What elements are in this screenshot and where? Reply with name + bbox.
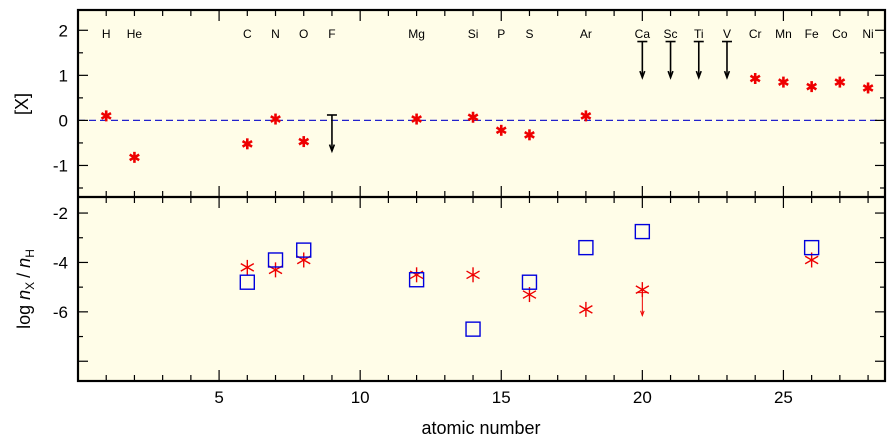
red-asterisk-point xyxy=(579,301,593,317)
abundance-point xyxy=(495,124,507,136)
plot-frame xyxy=(76,8,887,383)
top-panel-background xyxy=(78,10,885,197)
blue-square-point xyxy=(803,239,820,256)
upper-limit-arrow xyxy=(326,114,337,154)
top-y-tick-label: 0 xyxy=(59,111,68,130)
abundance-point xyxy=(411,113,423,125)
element-label-he: He xyxy=(127,27,143,41)
element-label-ca: Ca xyxy=(635,27,651,41)
x-tick-label: 5 xyxy=(214,388,223,407)
red-asterisk-point xyxy=(466,267,480,283)
bottom-panel-background xyxy=(78,197,885,381)
bottom-panel-marks xyxy=(239,223,820,337)
x-tick-label: 20 xyxy=(633,388,652,407)
abundance-point xyxy=(298,136,310,148)
abundance-point xyxy=(241,138,253,150)
element-label-mg: Mg xyxy=(408,27,425,41)
element-label-v: V xyxy=(723,27,731,41)
top-y-axis-title: [X] xyxy=(12,93,32,115)
abundance-point xyxy=(778,76,789,88)
element-label-p: P xyxy=(497,27,505,41)
top-y-tick-label: 1 xyxy=(59,66,68,85)
bottom-y-tick-label: -6 xyxy=(53,303,68,322)
blue-square-point xyxy=(296,242,312,258)
abundance-point xyxy=(129,151,140,163)
x-tick-label: 25 xyxy=(774,388,793,407)
element-label-cr: Cr xyxy=(749,27,762,41)
abundance-point xyxy=(749,72,761,84)
upper-limit-arrow xyxy=(693,40,704,80)
blue-square-point xyxy=(465,321,481,337)
top-y-tick-label: -1 xyxy=(53,156,68,175)
element-label-o: O xyxy=(299,27,308,41)
abundance-point xyxy=(834,76,846,88)
element-label-mn: Mn xyxy=(775,27,792,41)
abundance-point xyxy=(467,111,479,123)
bottom-y-tick-label: -4 xyxy=(53,253,68,272)
abundance-point xyxy=(270,113,281,125)
element-label-co: Co xyxy=(832,27,848,41)
blue-square-point xyxy=(578,239,594,256)
blue-square-point xyxy=(239,274,256,290)
blue-square-point xyxy=(521,274,538,290)
bottom-y-tick-label: -2 xyxy=(53,204,68,223)
abundance-point xyxy=(580,110,592,122)
abundance-point xyxy=(862,82,874,94)
element-label-sc: Sc xyxy=(664,27,678,41)
x-axis-title: atomic number xyxy=(421,418,540,438)
element-label-h: H xyxy=(102,27,111,41)
bottom-y-axis-title: lognX/nH xyxy=(14,249,37,329)
top-panel-marks xyxy=(100,40,874,163)
x-tick-label: 10 xyxy=(351,388,370,407)
upper-limit-arrow xyxy=(721,40,732,80)
element-label-n: N xyxy=(271,27,280,41)
element-label-s: S xyxy=(525,27,533,41)
top-y-tick-label: 2 xyxy=(59,21,68,40)
element-label-fe: Fe xyxy=(805,27,819,41)
x-tick-label: 15 xyxy=(492,388,511,407)
blue-square-point xyxy=(267,252,284,268)
subscript-x: X xyxy=(23,282,37,290)
blue-square-point xyxy=(408,272,425,288)
element-label-ti: Ti xyxy=(694,27,704,41)
subscript-h: H xyxy=(23,249,37,258)
element-label-ni: Ni xyxy=(862,27,873,41)
red-asterisk-point xyxy=(240,259,255,275)
element-label-ar: Ar xyxy=(580,27,592,41)
element-label-f: F xyxy=(328,27,335,41)
blue-square-point xyxy=(634,223,651,240)
element-label-c: C xyxy=(243,27,252,41)
element-label-si: Si xyxy=(468,27,479,41)
abundance-point xyxy=(100,110,112,122)
abundance-point xyxy=(524,129,535,141)
abundance-point xyxy=(806,81,818,93)
red-upper-limit-arrow xyxy=(637,292,648,318)
upper-limit-arrow xyxy=(637,40,648,80)
upper-limit-arrow xyxy=(665,40,676,80)
